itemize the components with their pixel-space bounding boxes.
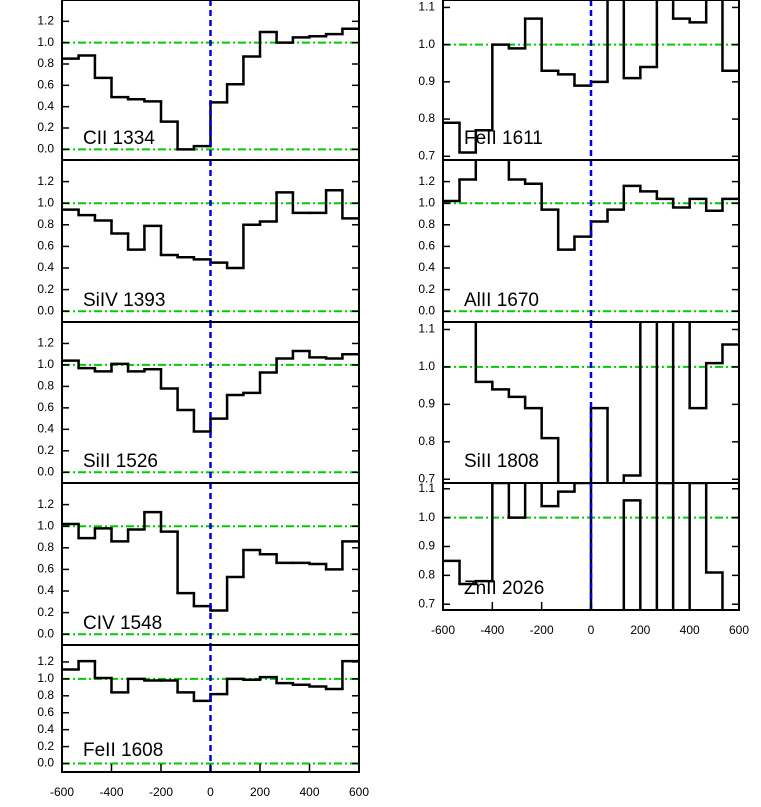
y-tick-label: 0.4 [37,422,54,436]
y-tick-label: 0.8 [37,379,54,393]
y-tick-label: 0.9 [418,397,435,411]
y-tick-label: 0.2 [418,282,435,296]
y-tick-label: 1.2 [37,336,54,350]
x-tick-label: 0 [207,785,214,799]
panel-label: SiII 1526 [83,451,158,472]
panel-label: AlII 1670 [464,290,539,311]
x-tick-label: -400 [480,623,504,637]
y-tick-label: 0.4 [418,260,435,274]
y-tick-label: 1.0 [37,671,54,685]
y-tick-label: 0.8 [418,217,435,231]
y-tick-label: 1.2 [37,497,54,511]
panel-label: SiIV 1393 [83,290,165,311]
y-tick-label: 0.0 [37,626,54,640]
y-tick-label: 0.7 [418,471,435,485]
panel [62,188,359,313]
y-tick-label: 0.6 [37,705,54,719]
y-tick-label: 1.1 [418,0,435,14]
x-tick-label: -600 [50,785,74,799]
x-tick-label: -200 [149,785,173,799]
y-tick-label: 0.2 [37,120,54,134]
y-tick-label: 0.6 [418,239,435,253]
y-tick-label: 0.9 [418,539,435,553]
panel-label: FeII 1611 [464,128,543,149]
y-tick-label: 0.7 [418,596,435,610]
y-tick-label: 1.1 [418,322,435,336]
x-tick-label: -200 [530,623,554,637]
y-tick-label: 0.4 [37,99,54,113]
x-tick-label: 400 [299,785,319,799]
y-tick-label: 0.2 [37,739,54,753]
y-tick-label: 0.6 [37,400,54,414]
y-tick-label: 0.8 [37,540,54,554]
y-tick-label: 1.0 [37,35,54,49]
y-tick-label: 0.7 [418,148,435,162]
y-tick-label: 0.8 [37,688,54,702]
panel-label: CII 1334 [83,128,155,149]
x-tick-label: 600 [729,623,749,637]
y-tick-label: 0.8 [37,56,54,70]
x-tick-label: 0 [588,623,595,637]
y-tick-label: 0.4 [37,583,54,597]
panel-label: FeII 1608 [83,740,163,761]
y-tick-label: 1.0 [418,37,435,51]
y-tick-label: 1.2 [37,174,54,188]
y-tick-label: 0.6 [37,78,54,92]
panel-label: SiII 1808 [464,451,539,472]
y-tick-label: 1.2 [418,174,435,188]
y-tick-label: 0.0 [37,142,54,156]
y-tick-label: 0.8 [418,111,435,125]
y-tick-label: 1.0 [418,195,435,209]
x-tick-label: 200 [630,623,650,637]
y-tick-label: 0.0 [37,464,54,478]
y-tick-label: 0.4 [37,260,54,274]
y-tick-label: 0.8 [37,217,54,231]
y-tick-label: 0.2 [37,605,54,619]
y-tick-label: 0.0 [37,756,54,770]
y-tick-label: 1.2 [37,654,54,668]
y-tick-label: 1.0 [418,359,435,373]
panel-label: ZnII 2026 [464,578,544,599]
y-tick-label: 0.2 [37,282,54,296]
y-tick-label: 1.0 [37,357,54,371]
y-tick-label: 0.8 [418,568,435,582]
y-tick-label: 1.2 [37,14,54,28]
y-tick-label: 0.9 [418,74,435,88]
y-tick-label: 0.0 [37,303,54,317]
panel-label: CIV 1548 [83,613,162,634]
y-tick-label: 0.6 [37,239,54,253]
y-tick-label: 0.4 [37,722,54,736]
panel [62,27,359,151]
panel [443,0,739,154]
x-tick-label: -400 [99,785,123,799]
y-tick-label: 1.0 [418,510,435,524]
x-tick-label: -600 [431,623,455,637]
y-tick-label: 1.0 [37,195,54,209]
y-tick-label: 1.0 [37,518,54,532]
y-tick-label: 1.1 [418,481,435,495]
x-tick-label: 200 [250,785,270,799]
x-tick-label: 600 [349,785,369,799]
y-tick-label: 0.0 [418,303,435,317]
y-tick-label: 0.6 [37,562,54,576]
y-tick-label: 0.2 [37,443,54,457]
y-tick-label: 0.8 [418,434,435,448]
x-tick-label: 400 [680,623,700,637]
panel [443,483,739,610]
